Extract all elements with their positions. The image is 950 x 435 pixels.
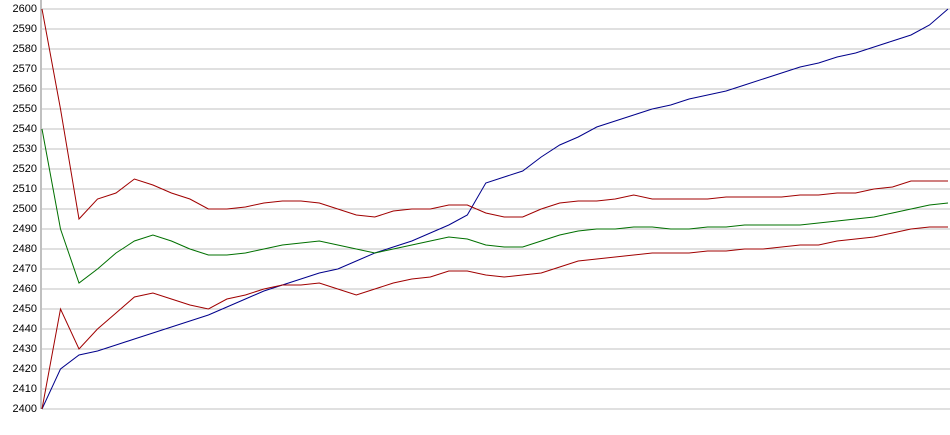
y-tick-label: 2590	[13, 23, 37, 35]
y-tick-label: 2410	[13, 383, 37, 395]
y-tick-label: 2420	[13, 363, 37, 375]
y-tick-label: 2560	[13, 83, 37, 95]
y-tick-label: 2460	[13, 283, 37, 295]
y-tick-label: 2440	[13, 323, 37, 335]
y-tick-label: 2490	[13, 223, 37, 235]
y-tick-label: 2500	[13, 203, 37, 215]
y-tick-label: 2480	[13, 243, 37, 255]
y-tick-label: 2540	[13, 123, 37, 135]
y-tick-label: 2400	[13, 403, 37, 415]
y-tick-label: 2550	[13, 103, 37, 115]
y-tick-label: 2450	[13, 303, 37, 315]
y-tick-label: 2600	[13, 3, 37, 15]
y-tick-label: 2580	[13, 43, 37, 55]
series-line	[41, 226, 948, 410]
y-tick-label: 2470	[13, 263, 37, 275]
series-line	[41, 128, 949, 284]
y-tick-label: 2510	[13, 183, 37, 195]
y-tick-label: 2430	[13, 343, 37, 355]
y-tick-label: 2530	[13, 143, 37, 155]
y-tick-label: 2570	[13, 63, 37, 75]
series-line	[41, 8, 948, 221]
y-tick-label: 2520	[13, 163, 37, 175]
series-line	[41, 8, 949, 410]
